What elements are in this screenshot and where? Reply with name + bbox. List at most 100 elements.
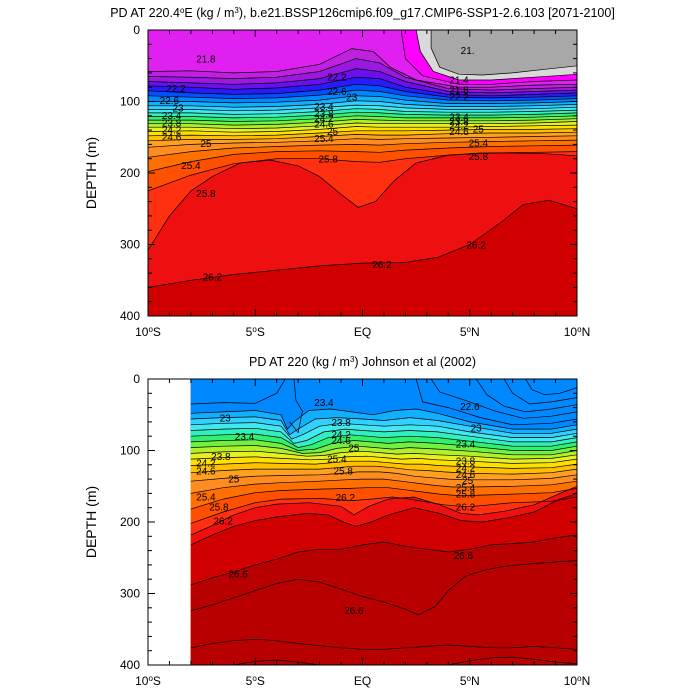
contour-label: 25.4 xyxy=(469,138,489,149)
contour-line-23-4 xyxy=(148,104,577,112)
contour-label: 26.2 xyxy=(213,517,233,528)
y-tick-label: 0 xyxy=(133,23,140,37)
y-tick-label: 400 xyxy=(120,658,140,672)
contour-label: 22.2 xyxy=(449,93,469,104)
contour-line-22-81 xyxy=(289,379,303,434)
contour-line-25 xyxy=(148,131,577,142)
contour-line-22 xyxy=(148,58,577,91)
x-tick-label: 10oN xyxy=(564,674,590,689)
contour-label: 25 xyxy=(327,127,339,138)
contour-line-24-6 xyxy=(148,124,577,133)
contour-line-21-6 xyxy=(400,30,577,85)
contour-line-26-2 xyxy=(148,199,577,288)
contour-line-26 xyxy=(148,152,577,251)
contour-label: 25.8 xyxy=(333,467,353,478)
contour-line-24-8 xyxy=(148,128,577,137)
contour-line-25-6 xyxy=(190,487,577,510)
x-tick-label: 5oS xyxy=(246,674,265,689)
contour-label: 23 xyxy=(471,424,483,435)
contour-line-21-4 xyxy=(415,30,577,81)
contour-line-24-2 xyxy=(190,445,577,456)
contour-line-22-6 xyxy=(430,379,577,419)
contour-label: 25.8 xyxy=(209,502,229,513)
contour-label: 23.8 xyxy=(449,117,469,128)
contour-label: 23 xyxy=(172,103,184,114)
contour-line-26 xyxy=(190,485,577,536)
contour-label: 24.2 xyxy=(196,459,216,470)
contour-line-24-4 xyxy=(148,121,577,130)
panel-top: 21.822.222.62323.423.824.224.62525.425.8… xyxy=(83,6,615,340)
contour-label: 24.2 xyxy=(449,121,469,132)
contour-label: 23.4 xyxy=(314,398,334,409)
chart-title: PD AT 220 (kg / m3) Johnson et al (2002) xyxy=(249,355,476,370)
contour-fill-26-2 xyxy=(148,200,577,316)
contour-line-24 xyxy=(190,439,577,451)
contour-label: 26.2 xyxy=(456,502,476,513)
contour-label: 25 xyxy=(348,444,360,455)
contour-line-22-4 xyxy=(475,379,577,413)
contour-label: 23.8 xyxy=(314,109,334,120)
contour-label: 23.8 xyxy=(331,418,351,429)
contour-line-23 xyxy=(148,95,577,104)
contour-label: 21.8 xyxy=(449,85,469,96)
x-tick-label: 10oS xyxy=(135,325,161,340)
contour-label: 21.8 xyxy=(196,55,216,66)
contour-label: 24.2 xyxy=(162,125,182,136)
contour-label: 26.6 xyxy=(344,606,364,617)
contour-label: 26.2 xyxy=(203,273,223,284)
contour-line-23-2 xyxy=(190,416,577,436)
contour-label: 26.2 xyxy=(372,260,392,271)
contour-line-22-9 xyxy=(415,379,577,426)
contour-label: 23.8 xyxy=(456,457,476,468)
contour-label: 25 xyxy=(228,474,240,485)
contour-line-23-6 xyxy=(148,108,577,115)
contour-line-24-4 xyxy=(190,450,577,460)
x-tick-label: 10oN xyxy=(564,325,590,340)
x-tick-label: EQ xyxy=(354,325,371,339)
contour-line-21-2 xyxy=(430,30,577,76)
contour-line-26-8 xyxy=(190,638,577,650)
contour-line-22-6 xyxy=(148,83,577,99)
contour-field: 2323.423.824.224.62525.425.826.223.423.8… xyxy=(148,379,577,665)
contour-fill-26-6 xyxy=(190,560,577,665)
contour-label: 25.8 xyxy=(469,152,489,163)
panel-bottom: 2323.423.824.224.62525.425.826.223.423.8… xyxy=(83,355,590,689)
chart-title: PD AT 220.4oE (kg / m3), b.e21.BSSP126cm… xyxy=(110,6,615,21)
contour-line-23-4 xyxy=(190,422,577,440)
contour-line-22-8 xyxy=(148,89,577,102)
contour-fill-26-8 xyxy=(190,639,577,665)
contour-label: 22.6 xyxy=(160,96,180,107)
contour-label: 24.6 xyxy=(196,467,216,478)
y-tick-label: 400 xyxy=(120,309,140,323)
contour-label: 24.6 xyxy=(162,133,182,144)
x-tick-label: 5oN xyxy=(460,674,480,689)
contour-label: 23.4 xyxy=(449,113,469,124)
contour-line-25 xyxy=(190,465,577,475)
contour-line-23-2 xyxy=(148,100,577,108)
contour-label: 23.8 xyxy=(162,118,182,129)
contour-label: 24.6 xyxy=(456,470,476,481)
contour-line-24 xyxy=(148,115,577,122)
contour-label: 25 xyxy=(462,476,474,487)
contour-label: 25.4 xyxy=(181,161,201,172)
contour-label: 25.4 xyxy=(196,492,216,503)
x-tick-label: 5oN xyxy=(460,325,480,340)
contour-label: 25.4 xyxy=(327,454,347,465)
contour-label: 26.6 xyxy=(228,570,248,581)
contour-label: 23.4 xyxy=(162,111,182,122)
contour-label: 24.2 xyxy=(456,464,476,475)
contour-line-23 xyxy=(190,408,577,430)
contour-label: 25.8 xyxy=(318,155,338,166)
y-tick-label: 0 xyxy=(133,372,140,386)
contour-line-24-2 xyxy=(148,118,577,126)
x-tick-label: 10oS xyxy=(135,674,161,689)
contour-label: 26.6 xyxy=(454,551,474,562)
y-tick-label: 300 xyxy=(120,587,140,601)
contour-label: 25.4 xyxy=(456,483,476,494)
contour-label: 21.4 xyxy=(449,75,469,86)
x-tick-label: EQ xyxy=(354,674,371,688)
contour-line-25-6 xyxy=(148,144,577,172)
contour-line-24-8 xyxy=(190,460,577,469)
contour-label: 25 xyxy=(200,139,212,150)
